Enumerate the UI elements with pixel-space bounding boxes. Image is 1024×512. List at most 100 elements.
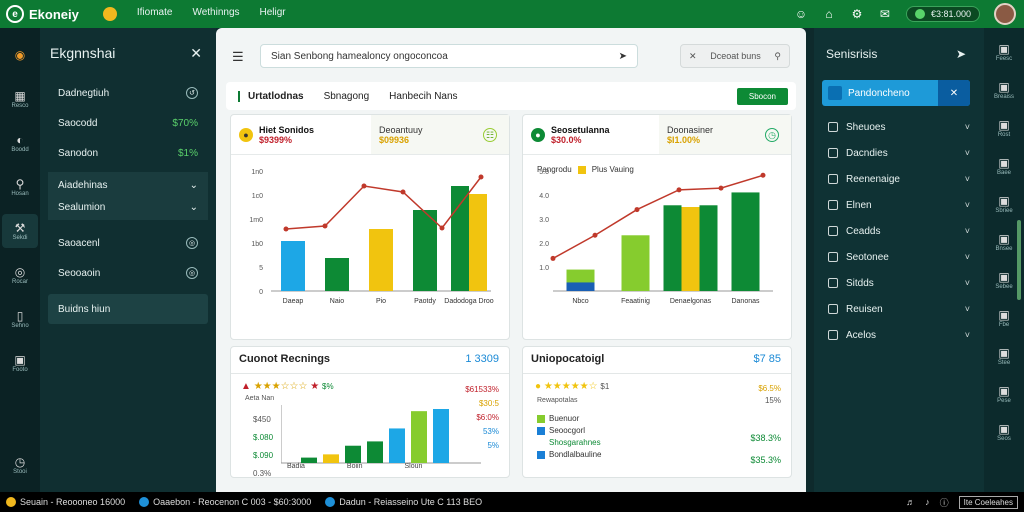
- right-rail-item-6[interactable]: ▣ Bnsee: [995, 232, 1013, 252]
- left-panel-footer[interactable]: Buidns hiun: [48, 294, 208, 324]
- y-tick-label: 0: [259, 289, 263, 296]
- ratings-side-values: $61533% $30:5 $6:0% 53% 5%: [465, 385, 499, 450]
- rail-item-7[interactable]: ▣ Footo: [12, 353, 28, 373]
- chart-card-1: ● Hiet Sonidos $9399% Deoantuuy $09936 ☷…: [230, 114, 510, 340]
- app-logo[interactable]: e Ekoneiy: [6, 5, 79, 23]
- status-box[interactable]: Ite Coeleahes: [958, 495, 1018, 509]
- scrollbar[interactable]: [1017, 220, 1021, 300]
- action-button[interactable]: Sbocon: [736, 87, 788, 105]
- left-group-item-1[interactable]: Aiadehinas ⌄: [58, 179, 198, 191]
- info-icon[interactable]: ⓘ: [939, 497, 949, 508]
- rail-item-8[interactable]: ◷ Stooi: [13, 455, 27, 475]
- right-rail-item-4[interactable]: ▣ Baee: [996, 156, 1011, 176]
- trend-point: [634, 207, 640, 213]
- x-tick-label: Paotdy: [414, 298, 436, 305]
- right-item-8[interactable]: Reuisen ˅: [828, 296, 970, 322]
- pin-icon[interactable]: ➤: [955, 47, 966, 61]
- chart-icon: ☷: [483, 128, 497, 142]
- tab-second[interactable]: Sbnagong: [323, 90, 370, 102]
- topnav-item-2[interactable]: Wethinngs: [192, 7, 240, 18]
- right-rail-item-7[interactable]: ▣ Sebee: [995, 270, 1013, 290]
- right-panel: Senisrisis ➤ Pandoncheno ✕ Sheuoes ˅ Dacnd…: [814, 28, 984, 492]
- status-segment-2[interactable]: Oaaebon - Reocenon C 003 - $60:3000: [139, 497, 311, 507]
- bulb-icon: ●: [531, 128, 545, 142]
- left-item-5[interactable]: Seooaoin ◎: [48, 258, 208, 288]
- left-group-item-2[interactable]: Sealumion ⌄: [58, 201, 198, 213]
- right-panel-header: Senisrisis ➤: [814, 28, 984, 80]
- tab-third[interactable]: Hanbecih Nans: [389, 90, 458, 102]
- topnav-item-3[interactable]: Heligr: [259, 7, 286, 18]
- left-item-2[interactable]: Saocodd $70%: [58, 117, 198, 129]
- rail-item-4[interactable]: ⚒ Sekdi: [2, 214, 38, 248]
- trend-line: [552, 174, 764, 260]
- right-rail-item-3[interactable]: ▣ Rost: [997, 118, 1011, 138]
- item-icon: [828, 330, 838, 340]
- status-segment-3[interactable]: Dadun - Reiasseino Ute C 113 BEO: [325, 497, 482, 507]
- globe-icon: [325, 497, 336, 507]
- y-tick-label: 4.0: [539, 193, 549, 200]
- rail-item-5[interactable]: ◎ Rocar: [11, 265, 28, 285]
- left-panel-header: Ekgnnshai ✕: [40, 28, 216, 78]
- rail-icon: ▣: [998, 232, 1010, 246]
- right-item-9[interactable]: Acelos ˅: [828, 322, 970, 348]
- avatar[interactable]: [994, 3, 1016, 25]
- close-icon[interactable]: ✕: [190, 44, 202, 61]
- balance-pill[interactable]: €3:81.000: [905, 6, 980, 22]
- rail-icon: ▣: [998, 422, 1010, 436]
- tab-overview[interactable]: Urtatlodnas: [238, 90, 304, 102]
- close-icon[interactable]: ✕: [938, 80, 970, 106]
- left-panel: Ekgnnshai ✕ Dadnegtiuh ↺ Saocodd $70% Sa…: [40, 28, 216, 492]
- right-item-1[interactable]: Sheuoes ˅: [828, 114, 970, 140]
- rail-item-2[interactable]: ◐ Boodd: [11, 133, 29, 153]
- bulb-icon: ●: [239, 128, 253, 142]
- y-tick-label: 5.0: [539, 169, 549, 176]
- bar: [345, 445, 361, 463]
- right-item-5[interactable]: Ceadds ˅: [828, 218, 970, 244]
- mute-icon[interactable]: ♬: [906, 497, 916, 507]
- search-input[interactable]: Sian Senbong hamealoncy ongoconcoa ➤: [260, 44, 638, 68]
- menu-icon[interactable]: ☰: [232, 49, 244, 64]
- right-rail-item-2[interactable]: ▣ Breaiss: [993, 80, 1014, 100]
- rail-item-6[interactable]: ▯ Sehno: [11, 309, 29, 329]
- left-item-4[interactable]: Saoacenl ◎: [48, 228, 208, 258]
- right-rail-item-5[interactable]: ▣ Sbriee: [995, 194, 1013, 214]
- right-item-2[interactable]: Dacndies ˅: [828, 140, 970, 166]
- left-rail: ◉ ▦ Resco ◐ Boodd ⚲ Hosan ⚒ Sekdi ◎ Rocar ▯ Se…: [0, 28, 40, 492]
- top-bar: e Ekoneiy Ifiomate Wethinngs Heligr ☺ ⌂ …: [0, 0, 1024, 28]
- legend-swatch: [537, 439, 545, 447]
- left-item-3[interactable]: Sanodon $1%: [58, 147, 198, 159]
- user-icon[interactable]: ☺: [794, 7, 808, 21]
- mail-icon[interactable]: ✉: [879, 7, 890, 21]
- right-rail-item-8[interactable]: ▣ Fbe: [998, 308, 1010, 328]
- right-active-item[interactable]: Pandoncheno ✕: [822, 80, 970, 106]
- rail-logo-icon[interactable]: ◉: [14, 48, 26, 62]
- right-item-6[interactable]: Seotonee ˅: [828, 244, 970, 270]
- right-rail-item-11[interactable]: ▣ Seos: [997, 422, 1011, 442]
- topnav-item-1[interactable]: Ifiomate: [136, 7, 173, 18]
- rail-icon: ▣: [998, 42, 1010, 56]
- item-icon: [828, 174, 838, 184]
- right-rail-item-9[interactable]: ▣ Stee: [997, 346, 1011, 366]
- home-icon[interactable]: ⌂: [825, 7, 833, 21]
- secondary-search[interactable]: ✕ Dceoat buns ⚲: [680, 44, 790, 68]
- kpi-1: ● Hiet Sonidos $9399%: [231, 115, 314, 155]
- settings-icon[interactable]: ⚙: [851, 7, 863, 21]
- right-rail: ▣ Feesc ▣ Breaiss ▣ Rost ▣ Baee ▣ Sbriee ▣ Bnsee ▣ Se…: [984, 28, 1024, 492]
- right-item-4[interactable]: Elnen ˅: [828, 192, 970, 218]
- top-actions: ☺ ⌂ ⚙ ✉ €3:81.000: [794, 3, 1016, 25]
- ratings-card: Cuonot Recnings 1 3309 ▲ ★★★☆☆☆ ★ $% Aet…: [230, 346, 510, 478]
- right-item-7[interactable]: Sitdds ˅: [828, 270, 970, 296]
- target-icon: ◎: [186, 267, 198, 279]
- rail-item-3[interactable]: ⚲ Hosan: [11, 177, 29, 197]
- y-tick-label: 1n0: [251, 169, 263, 176]
- search-icon: ⚲: [774, 50, 781, 61]
- status-segment-1[interactable]: Seuain - Reoooneo 16000: [6, 497, 125, 507]
- right-item-3[interactable]: Reenenaige ˅: [828, 166, 970, 192]
- bar: [731, 192, 760, 291]
- bell-icon[interactable]: ♪: [925, 497, 930, 507]
- right-rail-item-1[interactable]: ▣ Feesc: [995, 42, 1013, 62]
- left-item-1[interactable]: Dadnegtiuh ↺: [48, 78, 208, 108]
- coin-icon: [6, 497, 16, 507]
- rail-item-1[interactable]: ▦ Resco: [11, 89, 29, 109]
- right-rail-item-10[interactable]: ▣ Pese: [997, 384, 1011, 404]
